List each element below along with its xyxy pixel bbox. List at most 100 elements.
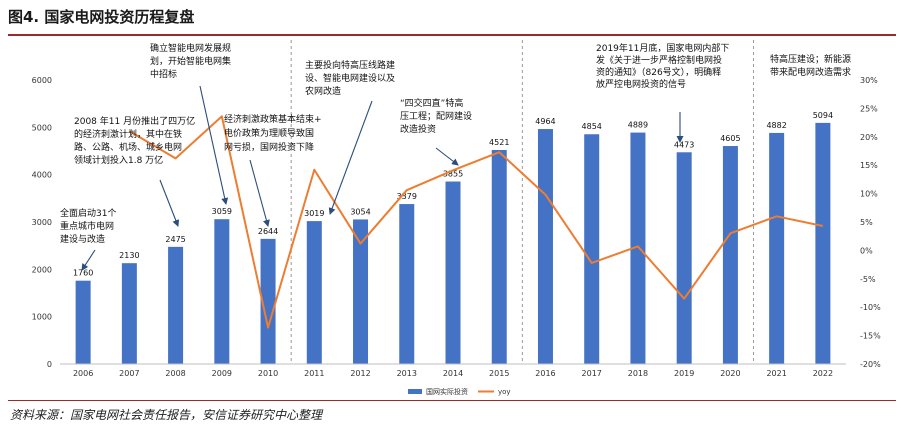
bar-data-label: 2644 [258, 227, 278, 236]
annotation-text: 2008 年11 月份推出了四万亿 [74, 115, 195, 127]
x-tick-label: 2012 [350, 369, 370, 378]
right-tick-label: 20% [860, 133, 878, 142]
annotation-arrow [159, 179, 180, 227]
bar [168, 246, 184, 364]
x-tick-label: 2020 [720, 369, 740, 378]
bar [769, 132, 785, 364]
x-tick-label: 2016 [535, 369, 555, 378]
source-note: 资料来源：国家电网社会责任报告，安信证券研究中心整理 [10, 408, 323, 422]
annotation-arrow [435, 147, 459, 166]
bar-data-label: 4882 [766, 121, 786, 130]
legend: 国网实际投资 yoy [408, 387, 511, 396]
right-axis: -20% -15% -10% -5% 0% 5% 10% 15% 20% 25% 30% [860, 76, 881, 369]
x-tick-label: 2011 [304, 369, 324, 378]
bar-series [75, 122, 831, 364]
right-tick-label: 15% [860, 161, 878, 170]
bar-data-labels: 1760 2130 2475 3059 2644 3019 3054 3379 3855 4521… [73, 111, 833, 278]
x-tick-label: 2009 [212, 369, 232, 378]
yoy-line-series [128, 115, 824, 329]
yoy-line [128, 115, 824, 329]
right-tick-label: 25% [860, 104, 878, 113]
legend-label: 国网实际投资 [426, 387, 468, 396]
annotation-text: 电价政策为理顺导致国 [224, 127, 314, 139]
annotation-arrows [81, 85, 684, 271]
annotation-text: 网亏损，国网投资下降 [224, 141, 314, 153]
annotation-text: “四交四直”特高 [400, 97, 463, 109]
x-axis: 2006 2007 2008 2009 2010 2011 2012 2013 2014 2015… [60, 363, 846, 378]
bar-data-label: 4521 [489, 138, 509, 147]
annotation-text: 农网改造 [305, 85, 341, 97]
right-tick-label: 5% [860, 218, 873, 227]
left-tick-label: 6000 [32, 76, 52, 85]
annotation-text: 全面启动31个 [60, 207, 116, 219]
annotation-text: 中招标 [150, 68, 177, 80]
bar [399, 204, 415, 364]
annotation-text: 资的通知》（826号文），明确释 [596, 66, 721, 78]
left-tick-label: 5000 [32, 123, 52, 132]
right-tick-label: -20% [860, 360, 881, 369]
annotation-arrow [249, 159, 270, 227]
annotation-text: 特高压建设；新能源 [770, 53, 851, 65]
bar [75, 280, 91, 364]
x-tick-label: 2010 [258, 369, 278, 378]
annotation-text: 建设与改造 [60, 233, 105, 245]
bar [260, 238, 276, 364]
x-tick-label: 2017 [582, 369, 602, 378]
annotation-arrow [199, 85, 229, 205]
legend-swatch-bar [408, 389, 422, 394]
bar [306, 221, 322, 364]
bar [584, 134, 600, 364]
annotation-text: 2019年11月底，国家电网内部下 [596, 42, 729, 54]
right-tick-label: -10% [860, 303, 881, 312]
x-tick-label: 2013 [397, 369, 417, 378]
x-tick-label: 2008 [165, 369, 185, 378]
right-tick-label: 0% [860, 246, 873, 255]
bar [537, 129, 553, 364]
annotation-text: 领域计划投入1.8 万亿 [74, 154, 163, 166]
bar-data-label: 4473 [674, 140, 694, 149]
legend-label: yoy [498, 388, 511, 396]
left-tick-label: 1000 [32, 313, 52, 322]
bar-data-label: 1760 [73, 269, 93, 278]
annotation-text: 发《关于进一步严格控制电网投 [596, 54, 722, 66]
bar-data-label: 5094 [813, 111, 833, 120]
annotation-text: 重点城市电网 [60, 220, 114, 232]
annotation-text: 带来配电网改造需求 [770, 66, 851, 78]
bar [214, 219, 230, 364]
left-tick-label: 4000 [32, 171, 52, 180]
left-axis: 0 1000 2000 3000 4000 5000 6000 [32, 76, 52, 369]
bar-data-label: 3379 [397, 192, 417, 201]
figure-title: 图4. 国家电网投资历程复盘 [8, 8, 195, 26]
bar-data-label: 2130 [119, 251, 139, 260]
annotation-text: 改造投资 [400, 123, 436, 135]
bar-data-label: 4889 [628, 121, 648, 130]
bar [491, 150, 507, 364]
bar-data-label: 4605 [720, 134, 740, 143]
bar-data-label: 4854 [582, 122, 602, 131]
right-tick-label: -15% [860, 332, 881, 341]
x-tick-label: 2006 [73, 369, 93, 378]
x-tick-label: 2018 [628, 369, 648, 378]
bar [630, 132, 646, 364]
bar [676, 152, 692, 364]
x-tick-label: 2021 [766, 369, 786, 378]
bar-data-label: 3855 [443, 170, 463, 179]
bar [121, 263, 137, 364]
bar-data-label: 2475 [165, 235, 185, 244]
bar-data-label: 3019 [304, 209, 324, 218]
right-tick-label: -5% [860, 275, 876, 284]
annotation-text: 路、公路、机场、城乡电网 [74, 141, 182, 153]
bar-data-label: 4964 [535, 117, 555, 126]
bar [445, 181, 461, 364]
period-dividers [290, 40, 755, 364]
x-tick-label: 2014 [443, 369, 463, 378]
left-tick-label: 2000 [32, 265, 52, 274]
x-tick-label: 2022 [813, 369, 833, 378]
bar-data-label: 3059 [212, 207, 232, 216]
x-tick-label: 2019 [674, 369, 694, 378]
bar [353, 219, 369, 364]
x-tick-label: 2007 [119, 369, 139, 378]
annotation-text: 确立智能电网发展规 [150, 42, 231, 54]
